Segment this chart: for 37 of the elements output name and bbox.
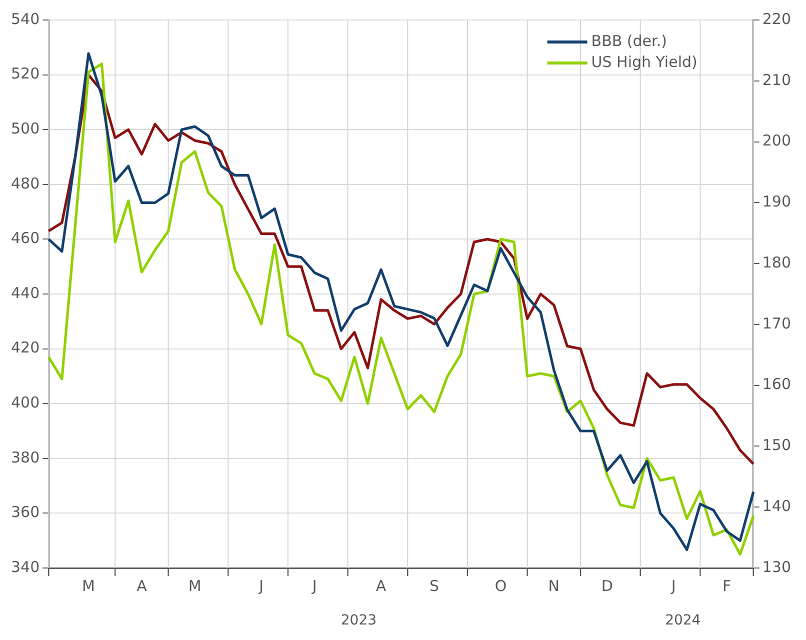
y-tick-label: 480 [10, 174, 40, 192]
y-tick-label: 360 [10, 503, 40, 522]
x-tick-label: D [601, 576, 613, 595]
x-tick-label: O [494, 576, 507, 595]
x-tick-label: M [82, 576, 95, 595]
y-tick-label: 420 [10, 338, 40, 357]
x-tick-label: A [376, 576, 387, 595]
y-tick-label: 540 [10, 10, 40, 28]
x-tick-label: J [258, 576, 264, 595]
legend-label: US High Yield) [591, 52, 698, 71]
y2-tick-label: 160 [762, 375, 792, 394]
x-tick-label: J [311, 576, 317, 595]
y-tick-label: 380 [10, 448, 40, 466]
y2-tick-label: 200 [762, 132, 792, 150]
y-tick-label: 400 [10, 393, 40, 412]
y2-tick-label: 220 [762, 10, 792, 28]
y2-tick-label: 190 [762, 192, 792, 211]
y2-tick-label: 130 [762, 558, 792, 576]
y2-tick-label: 180 [762, 253, 792, 272]
x-tick-label: J [670, 576, 676, 595]
y-tick-label: 440 [10, 284, 40, 302]
y-tick-label: 520 [10, 64, 40, 83]
y2-tick-label: 210 [762, 70, 792, 89]
y-tick-label: 500 [10, 119, 40, 138]
x-tick-label: F [722, 576, 732, 595]
y2-tick-label: 150 [762, 436, 792, 454]
y2-tick-label: 170 [762, 314, 792, 332]
y-tick-label: 460 [10, 229, 40, 248]
y2-tick-label: 140 [762, 497, 792, 515]
text: 2024 [665, 612, 701, 629]
y-tick-label: 340 [10, 558, 40, 576]
x-tick-label: S [429, 576, 440, 595]
legend-label: BBB (der.) [591, 32, 667, 50]
x-tick-label: N [548, 576, 560, 595]
text: 2023 [340, 612, 377, 629]
x-tick-label: A [136, 576, 148, 595]
x-tick-label: M [188, 576, 202, 595]
